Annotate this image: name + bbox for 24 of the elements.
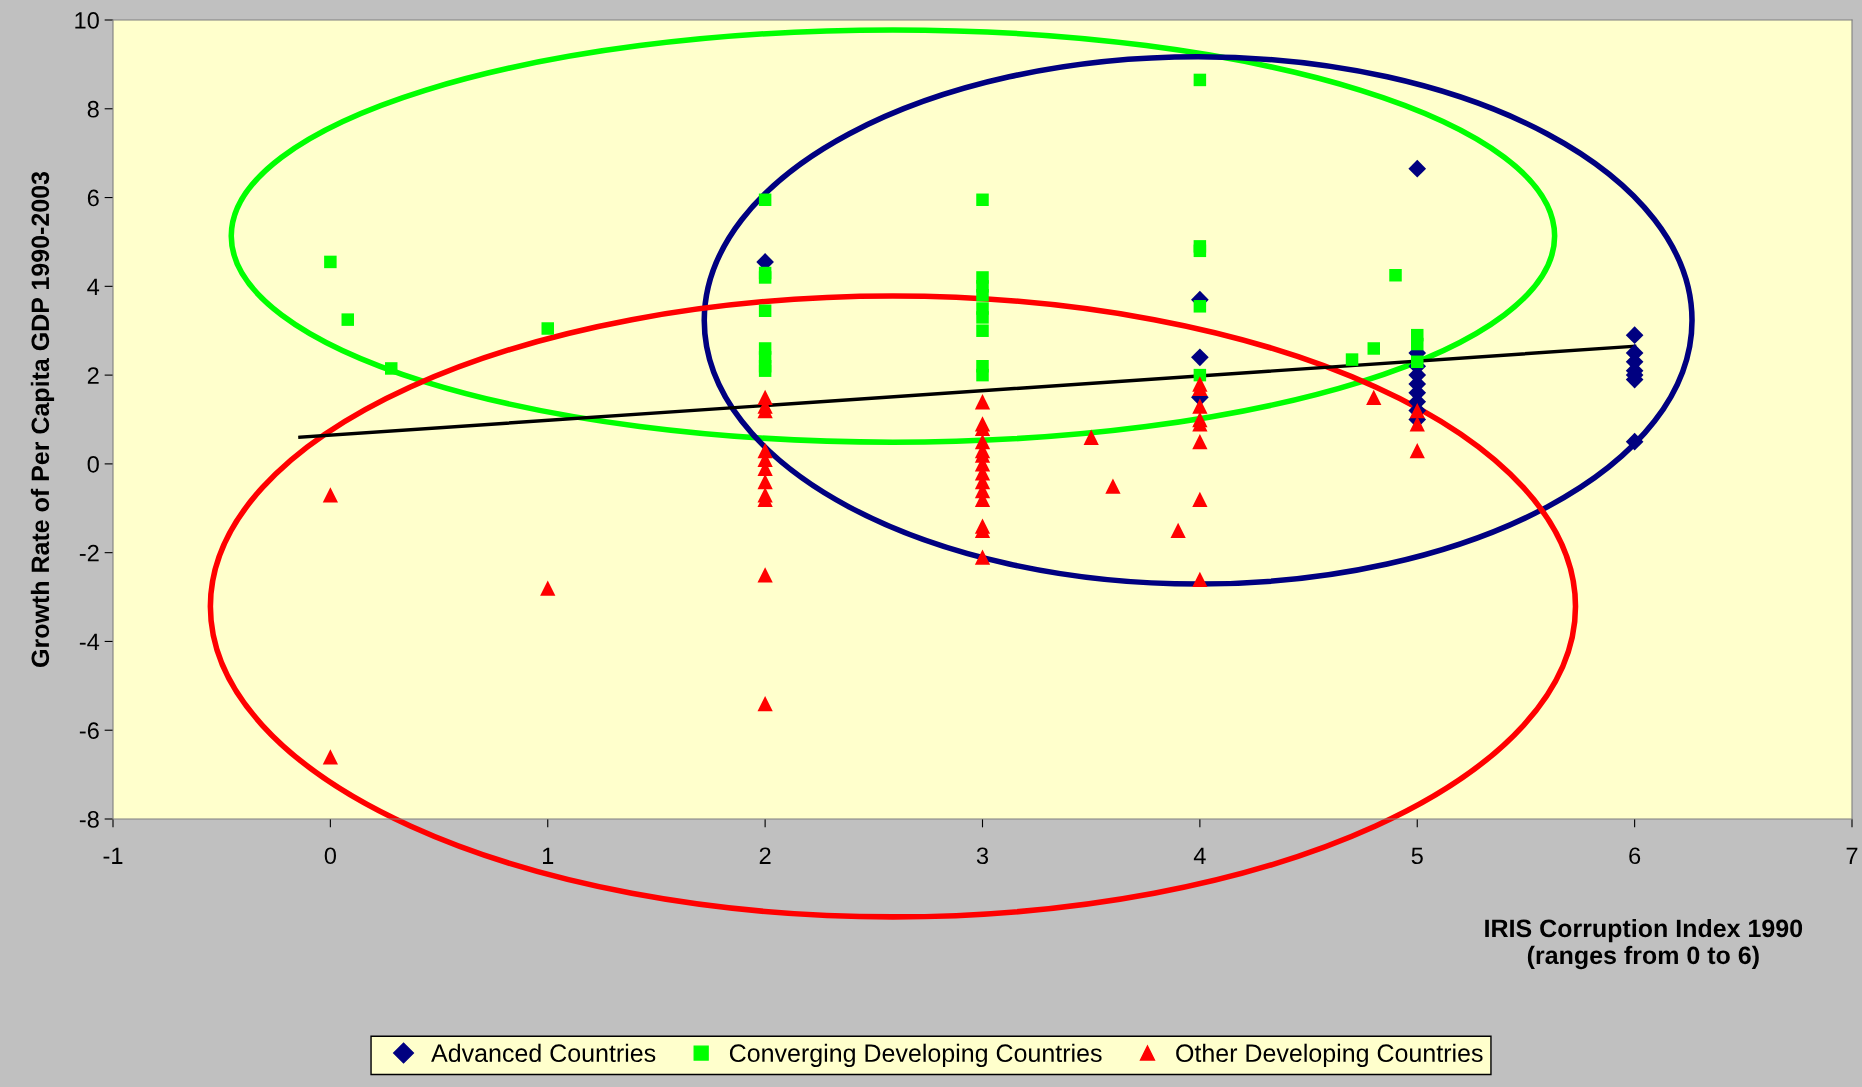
y-tick-label: 0: [87, 455, 99, 473]
x-tick-label: 1: [542, 847, 554, 864]
y-tick-label: -2: [79, 544, 99, 562]
x-tick-label: 2: [759, 847, 771, 864]
x-tick-label: 7: [1846, 847, 1858, 864]
y-tick-label: 4: [87, 278, 100, 295]
legend-label: Advanced Countries: [431, 1043, 656, 1063]
x-tick-label: 0: [324, 847, 337, 865]
x-tick-label: 5: [1411, 847, 1423, 865]
x-tick-label: 6: [1629, 847, 1641, 865]
y-axis-title: Growth Rate of Per Capita GDP 1990-2003: [30, 171, 55, 667]
y-tick-label: 2: [87, 367, 99, 384]
y-tick-label: -4: [79, 633, 100, 650]
y-tick-label: 6: [87, 189, 99, 207]
y-tick-label: -8: [79, 811, 99, 828]
y-tick-label: -6: [79, 722, 99, 740]
x-tick-label: 3: [976, 847, 989, 865]
x-tick-label: -1: [103, 847, 123, 864]
legend-label: Other Developing Countries: [1176, 1043, 1483, 1067]
y-tick-label: 8: [87, 100, 99, 118]
x-axis-title: IRIS Corruption Index 1990 (ranges from 0 to 6): [1485, 918, 1803, 970]
legend-label: Converging Developing Countries: [729, 1043, 1102, 1067]
y-tick-label: 10: [75, 12, 99, 29]
x-tick-label: 4: [1193, 847, 1206, 864]
